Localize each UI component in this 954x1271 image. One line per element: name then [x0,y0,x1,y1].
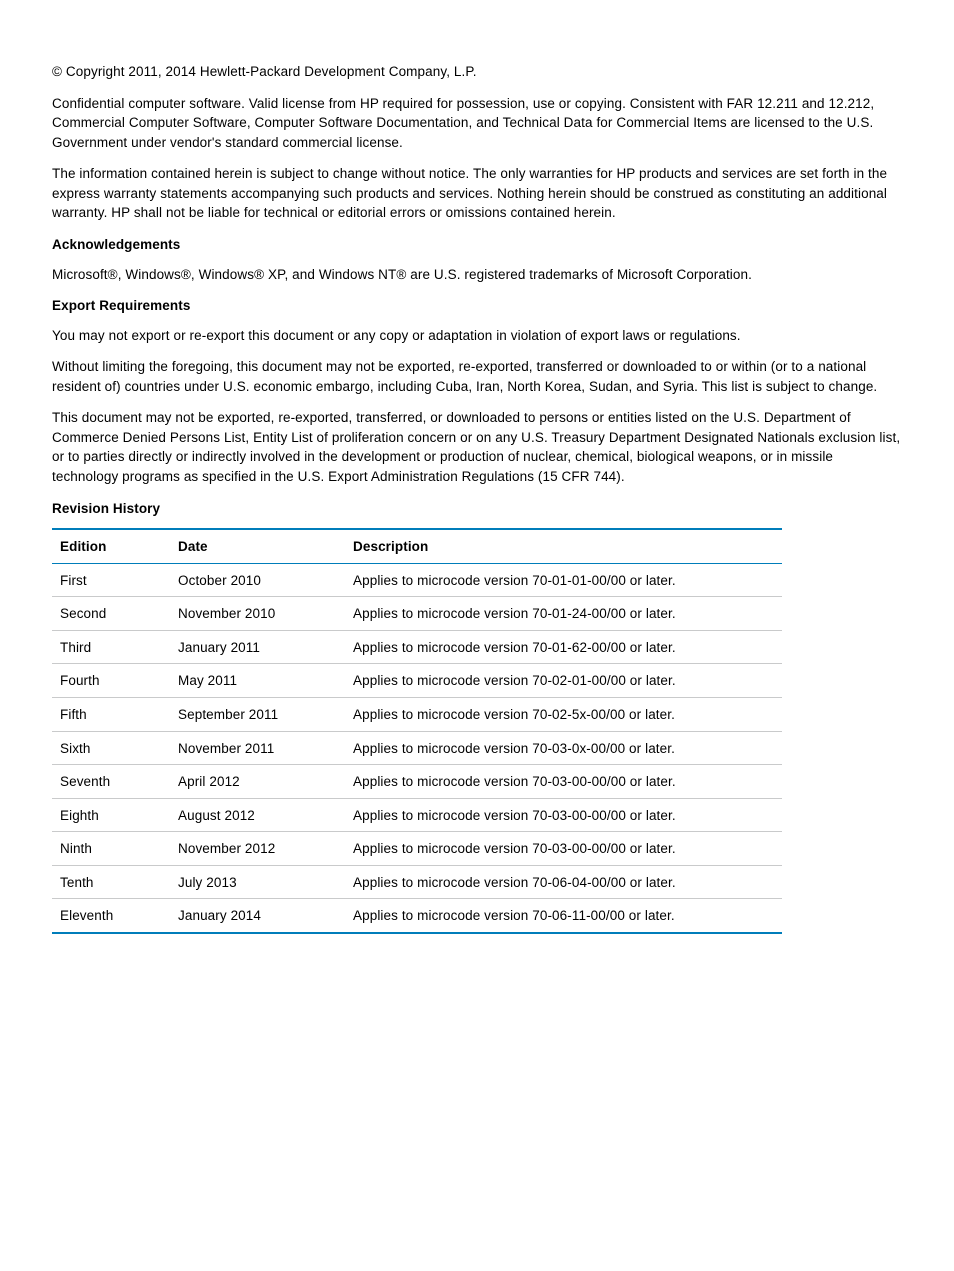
revision-history-heading: Revision History [52,499,902,519]
revision-history-table: Edition Date Description FirstOctober 20… [52,528,782,934]
table-cell: November 2011 [170,731,345,765]
export-paragraph-1: You may not export or re-export this doc… [52,326,902,346]
warranty-paragraph: The information contained herein is subj… [52,164,902,223]
table-cell: Fifth [52,697,170,731]
table-row: FirstOctober 2010Applies to microcode ve… [52,563,782,597]
export-paragraph-3: This document may not be exported, re-ex… [52,408,902,486]
table-row: TenthJuly 2013Applies to microcode versi… [52,865,782,899]
table-row: NinthNovember 2012Applies to microcode v… [52,832,782,866]
table-cell: November 2012 [170,832,345,866]
export-requirements-heading: Export Requirements [52,296,902,316]
table-row: EighthAugust 2012Applies to microcode ve… [52,798,782,832]
table-cell: Fourth [52,664,170,698]
table-cell: January 2011 [170,630,345,664]
table-cell: Applies to microcode version 70-06-11-00… [345,899,782,933]
table-cell: Ninth [52,832,170,866]
table-cell: Sixth [52,731,170,765]
table-cell: Applies to microcode version 70-03-00-00… [345,832,782,866]
table-cell: Applies to microcode version 70-03-00-00… [345,798,782,832]
table-cell: September 2011 [170,697,345,731]
table-cell: Applies to microcode version 70-02-5x-00… [345,697,782,731]
table-cell: Applies to microcode version 70-01-01-00… [345,563,782,597]
table-cell: Seventh [52,765,170,799]
acknowledgements-paragraph: Microsoft®, Windows®, Windows® XP, and W… [52,265,902,285]
table-cell: Applies to microcode version 70-03-0x-00… [345,731,782,765]
column-header-description: Description [345,529,782,563]
table-cell: Eleventh [52,899,170,933]
table-cell: October 2010 [170,563,345,597]
table-row: SeventhApril 2012Applies to microcode ve… [52,765,782,799]
table-row: ThirdJanuary 2011Applies to microcode ve… [52,630,782,664]
table-row: FourthMay 2011Applies to microcode versi… [52,664,782,698]
table-header-row: Edition Date Description [52,529,782,563]
table-row: FifthSeptember 2011Applies to microcode … [52,697,782,731]
table-cell: Third [52,630,170,664]
table-cell: May 2011 [170,664,345,698]
table-row: EleventhJanuary 2014Applies to microcode… [52,899,782,933]
table-cell: Applies to microcode version 70-01-24-00… [345,597,782,631]
copyright-line: © Copyright 2011, 2014 Hewlett-Packard D… [52,62,902,82]
table-cell: July 2013 [170,865,345,899]
table-cell: April 2012 [170,765,345,799]
table-cell: Applies to microcode version 70-01-62-00… [345,630,782,664]
table-cell: First [52,563,170,597]
table-row: SixthNovember 2011Applies to microcode v… [52,731,782,765]
column-header-date: Date [170,529,345,563]
table-cell: January 2014 [170,899,345,933]
table-row: SecondNovember 2010Applies to microcode … [52,597,782,631]
table-cell: Second [52,597,170,631]
table-cell: Eighth [52,798,170,832]
table-cell: August 2012 [170,798,345,832]
license-paragraph: Confidential computer software. Valid li… [52,94,902,153]
acknowledgements-heading: Acknowledgements [52,235,902,255]
table-cell: Tenth [52,865,170,899]
export-paragraph-2: Without limiting the foregoing, this doc… [52,357,902,396]
table-cell: Applies to microcode version 70-03-00-00… [345,765,782,799]
table-cell: November 2010 [170,597,345,631]
table-cell: Applies to microcode version 70-02-01-00… [345,664,782,698]
table-cell: Applies to microcode version 70-06-04-00… [345,865,782,899]
column-header-edition: Edition [52,529,170,563]
